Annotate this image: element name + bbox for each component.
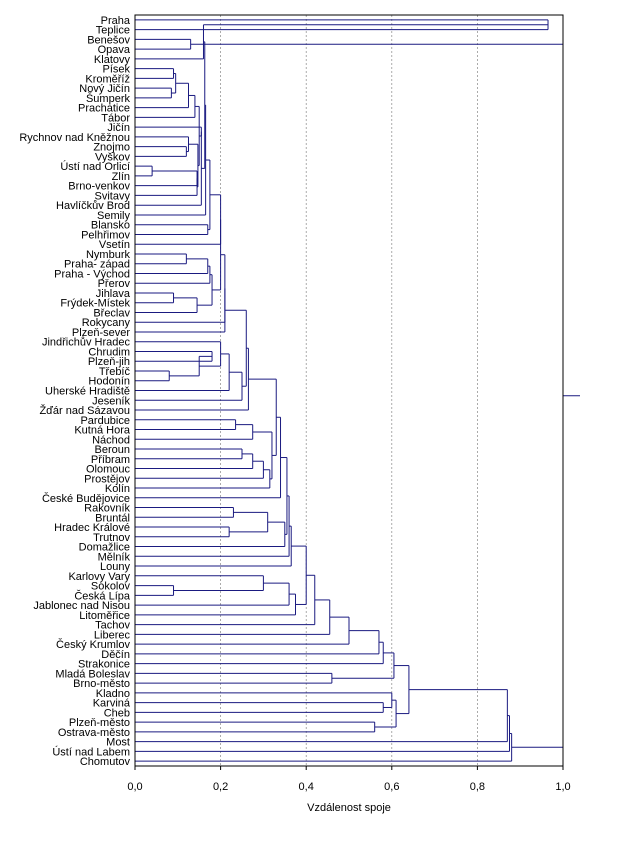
leaf-label: Ostrava-město — [58, 727, 130, 739]
leaf-label: České Budějovice — [42, 492, 130, 505]
leaf-label: Rokycany — [82, 317, 131, 329]
leaf-label: Plzeň-sever — [72, 327, 130, 339]
leaf-label: Frýdek-Místek — [60, 298, 130, 310]
leaf-label: Jeseník — [92, 395, 130, 407]
leaf-label: Pelhřimov — [81, 229, 130, 241]
leaf-label: Pardubice — [80, 415, 130, 427]
leaf-label: Louny — [100, 561, 130, 573]
x-axis-ticks: 0,0 0,2 0,4 0,6 0,8 1,0 — [127, 766, 571, 793]
leaf-label: Rakovník — [84, 503, 130, 515]
leaf-label: Jablonec nad Nisou — [33, 600, 130, 612]
leaf-label: Náchod — [92, 434, 130, 446]
leaf-label: Vyškov — [95, 151, 131, 163]
leaf-label: Semily — [97, 210, 131, 222]
leaf-label: Blansko — [91, 220, 130, 232]
leaf-label: Česká Lípa — [74, 589, 131, 602]
leaf-label: Plzeň-jih — [88, 356, 130, 368]
leaf-label: Olomouc — [86, 464, 131, 476]
leaf-label: Ústí nad Orlicí — [60, 160, 130, 173]
leaf-label: Opava — [98, 44, 131, 56]
leaf-label: Benešov — [87, 34, 130, 46]
leaf-label: Uherské Hradiště — [45, 386, 130, 398]
leaf-label: Beroun — [95, 444, 130, 456]
leaf-label: Teplice — [96, 25, 130, 37]
leaf-label: Mladá Boleslav — [55, 668, 130, 680]
leaf-label: Žďár nad Sázavou — [39, 404, 130, 417]
x-tick-label-4: 0,8 — [470, 781, 485, 793]
leaf-label: Klatovy — [94, 54, 131, 66]
leaf-label: Jihlava — [96, 288, 131, 300]
x-tick-label-3: 0,6 — [384, 781, 399, 793]
leaf-label: Rychnov nad Kněžnou — [19, 132, 130, 144]
leaf-label: Nový Jičín — [79, 83, 130, 95]
leaf-label: Strakonice — [78, 659, 130, 671]
leaf-label: Kutná Hora — [74, 425, 131, 437]
leaf-label: Hradec Králové — [54, 522, 130, 534]
leaf-label: Bruntál — [95, 512, 130, 524]
leaf-label-layer: PrahaTepliceBenešovOpavaKlatovyPísekKrom… — [19, 15, 131, 768]
leaf-label: Hodonín — [88, 376, 130, 388]
leaf-label: Chrudim — [88, 346, 130, 358]
leaf-label: Praha- západ — [64, 259, 130, 271]
leaf-label: Havlíčkův Brod — [56, 200, 130, 212]
x-tick-label-1: 0,2 — [213, 781, 228, 793]
leaf-label: Domažlice — [79, 542, 130, 554]
leaf-label: Cheb — [104, 707, 130, 719]
leaf-label: Kroměříž — [85, 73, 130, 85]
leaf-label: Praha — [101, 15, 131, 27]
leaf-label: Karviná — [93, 698, 131, 710]
leaf-label: Kolín — [105, 483, 130, 495]
leaf-label: Most — [106, 737, 130, 749]
leaf-label: Liberec — [94, 629, 131, 641]
leaf-label: Litoměřice — [79, 610, 130, 622]
leaf-label: Šumperk — [86, 92, 131, 105]
leaf-label: Brno-město — [73, 678, 130, 690]
x-axis-title: Vzdálenost spoje — [307, 802, 391, 814]
leaf-label: Český Krumlov — [56, 638, 130, 651]
x-tick-label-0: 0,0 — [127, 781, 142, 793]
leaf-label: Znojmo — [93, 142, 130, 154]
plot-area-frame — [134, 14, 564, 767]
leaf-label: Zlín — [112, 171, 130, 183]
grid-layer — [220, 15, 478, 766]
dendrogram-svg: PrahaTepliceBenešovOpavaKlatovyPísekKrom… — [19, 14, 580, 814]
leaf-label: Nymburk — [86, 249, 131, 261]
leaf-label: Tachov — [95, 620, 130, 632]
leaf-label: Písek — [102, 64, 130, 76]
leaf-label: Brno-venkov — [68, 181, 130, 193]
leaf-label: Jindřichův Hradec — [42, 337, 131, 349]
x-tick-label-2: 0,4 — [299, 781, 314, 793]
leaf-label: Prostějov — [84, 473, 130, 485]
leaf-label: Přerov — [98, 278, 131, 290]
leaf-label: Ústí nad Labem — [52, 745, 130, 758]
leaf-label: Třebíč — [99, 366, 131, 378]
leaf-label: Děčín — [101, 649, 130, 661]
leaf-label: Tábor — [101, 112, 130, 124]
leaf-label: Prachatice — [78, 103, 130, 115]
leaf-label: Praha - Východ — [54, 268, 130, 280]
link-layer — [135, 19, 580, 762]
x-tick-label-5: 1,0 — [555, 781, 570, 793]
leaf-label: Trutnov — [93, 532, 130, 544]
leaf-label: Břeclav — [93, 307, 130, 319]
leaf-label: Chomutov — [80, 756, 131, 768]
leaf-label: Jičín — [107, 122, 130, 134]
leaf-label: Sokolov — [91, 581, 131, 593]
leaf-label: Svitavy — [95, 190, 131, 202]
leaf-label: Karlovy Vary — [68, 571, 130, 583]
dendrogram-chart: Praha Teplice Benešov Opava Klatovy Písek Krom… — [19, 14, 580, 814]
leaf-label: Vsetín — [99, 239, 130, 251]
leaf-label: Příbram — [91, 454, 130, 466]
leaf-label: Plzeň-město — [69, 717, 130, 729]
leaf-label: Kladno — [96, 688, 130, 700]
leaf-label: Mělník — [98, 551, 131, 563]
